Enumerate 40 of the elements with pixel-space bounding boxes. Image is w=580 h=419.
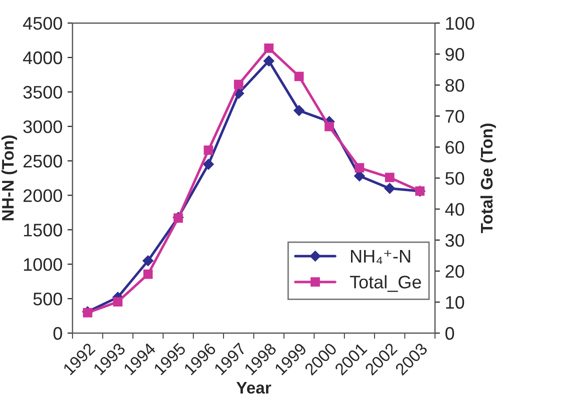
y2-tick-label: 50	[445, 172, 464, 185]
point	[234, 80, 244, 90]
point	[113, 297, 122, 306]
y-tick-label: 2500	[24, 154, 62, 168]
point	[385, 172, 394, 182]
point	[294, 72, 304, 82]
y-tick-label: 4500	[23, 16, 62, 30]
point	[263, 56, 274, 66]
y-tick-label: 1000	[24, 258, 62, 271]
y2-tick-label: 40	[445, 203, 464, 216]
y2-tick-label: 20	[446, 265, 464, 278]
point	[354, 163, 364, 173]
y2-tick-label: 80	[446, 78, 464, 92]
y-tick-label: 1500	[24, 224, 62, 236]
y2-tick-label: 90	[446, 48, 464, 61]
y-tick-label: 500	[33, 292, 62, 306]
y2-axis-title: Total Ge (Ton)	[480, 124, 496, 234]
point	[203, 158, 214, 170]
point	[384, 182, 396, 194]
point	[143, 270, 153, 279]
x-axis-title: Year	[236, 382, 272, 394]
y-tick-label: 3000	[23, 120, 62, 134]
y-tick-label: 4000	[23, 51, 62, 64]
y2-tick-label: 100	[446, 16, 474, 30]
y-tick-label: 3500	[23, 86, 62, 99]
y2-tick-label: 60	[446, 141, 464, 154]
legend-label: Total_Ge	[350, 275, 421, 292]
y-tick-label: 2000	[24, 189, 62, 202]
y2-tick-label: 30	[445, 234, 464, 247]
point	[204, 145, 214, 155]
y2-tick-label: 0	[445, 327, 454, 340]
point	[324, 122, 334, 132]
point	[264, 43, 274, 53]
y2-tick-label: 70	[446, 110, 464, 123]
y-axis-title: NH-N (Ton)	[2, 136, 18, 220]
y2-tick-label: 10	[446, 296, 464, 309]
y-tick-label: 0	[53, 327, 62, 340]
legend-label: NH₄⁺-N	[351, 250, 410, 264]
point	[294, 105, 304, 116]
point	[142, 255, 154, 266]
